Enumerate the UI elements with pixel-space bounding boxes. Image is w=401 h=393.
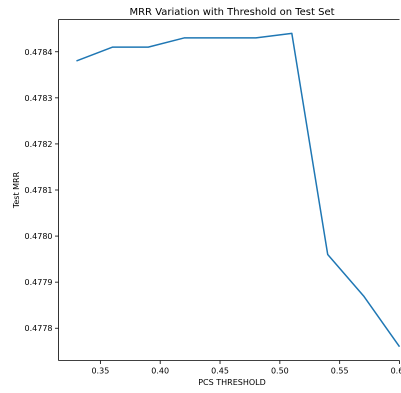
chart-title: MRR Variation with Threshold on Test Set	[129, 7, 334, 18]
y-tick-label: 0.4782	[25, 140, 53, 149]
y-tick-label: 0.4780	[25, 232, 53, 241]
y-tick-label: 0.4784	[25, 48, 53, 57]
x-tick-label: 0.40	[151, 367, 169, 376]
y-tick-label: 0.4778	[25, 324, 53, 333]
y-tick-label: 0.4783	[25, 94, 53, 103]
series-line-0	[76, 32, 401, 348]
x-tick-label: 0.60	[391, 367, 401, 376]
y-tick-label: 0.4781	[25, 186, 53, 195]
y-tick-label: 0.4779	[25, 278, 53, 287]
x-tick-label: 0.50	[271, 367, 289, 376]
x-tick-label: 0.55	[331, 367, 349, 376]
x-tick-label: 0.45	[211, 367, 229, 376]
x-axis-label: PCS THRESHOLD	[198, 378, 266, 387]
y-axis-label: Test MRR	[12, 171, 21, 209]
x-tick-label: 0.35	[91, 367, 109, 376]
plot-area	[58, 19, 400, 361]
